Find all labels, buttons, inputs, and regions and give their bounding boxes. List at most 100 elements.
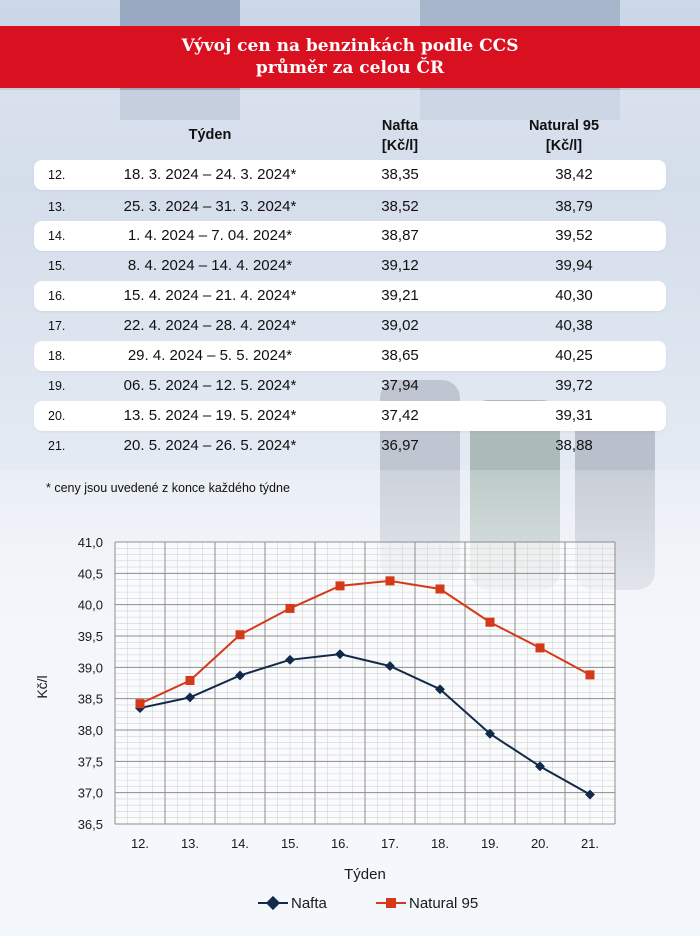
y-tick-label: 40,5 xyxy=(78,566,103,581)
week-number: 15. xyxy=(48,259,66,273)
nafta-price: 39,21 xyxy=(381,287,419,304)
natural-price: 39,94 xyxy=(555,257,593,274)
x-tick-label: 12. xyxy=(131,836,149,851)
x-tick-label: 18. xyxy=(431,836,449,851)
natural-price: 38,88 xyxy=(555,437,593,454)
column-header-nafta-unit: [Kč/l] xyxy=(381,138,419,154)
legend-label-natural: Natural 95 xyxy=(409,895,478,912)
x-axis-label: Týden xyxy=(344,866,386,883)
column-header-natural: Natural 95 [Kč/l] xyxy=(494,116,634,156)
data-point-natural xyxy=(385,576,395,586)
series-line-nafta xyxy=(139,653,591,796)
x-tick-label: 19. xyxy=(481,836,499,851)
column-header-nafta: Nafta [Kč/l] xyxy=(352,116,448,156)
week-dates: 8. 4. 2024 – 14. 4. 2024* xyxy=(127,257,293,274)
week-number: 14. xyxy=(48,229,66,243)
nafta-price: 39,12 xyxy=(381,257,419,274)
x-tick-label: 21. xyxy=(581,836,599,851)
y-tick-label: 38,0 xyxy=(78,723,103,738)
week-dates: 1. 4. 2024 – 7. 04. 2024* xyxy=(127,227,293,244)
data-point-natural xyxy=(335,581,345,591)
data-point-natural xyxy=(285,603,295,613)
data-point-natural xyxy=(435,584,445,594)
table-row: 14. 1. 4. 2024 – 7. 04. 2024* 38,87 39,52 xyxy=(34,221,666,251)
title-line-1: Vývoj cen na benzinkách podle CCS xyxy=(181,36,519,56)
week-number: 12. xyxy=(48,168,66,182)
week-dates: 13. 5. 2024 – 19. 5. 2024* xyxy=(123,407,297,424)
nafta-price: 38,52 xyxy=(381,198,419,215)
week-dates: 15. 4. 2024 – 21. 4. 2024* xyxy=(123,287,297,304)
natural-price: 38,42 xyxy=(555,166,593,183)
column-header-nafta-name: Nafta xyxy=(381,118,419,134)
week-dates: 18. 3. 2024 – 24. 3. 2024* xyxy=(123,166,297,183)
natural-price: 39,72 xyxy=(555,377,593,394)
table-row: 21. 20. 5. 2024 – 26. 5. 2024* 36,97 38,88 xyxy=(34,431,666,461)
column-header-natural-name: Natural 95 xyxy=(528,118,600,134)
data-point-nafta xyxy=(335,649,345,660)
legend-marker-natural xyxy=(386,898,396,908)
price-line-chart: 41,0 40,5 40,0 39,5 39,0 38,5 38,0 37,5 37,0 36,5… xyxy=(34,535,616,912)
series-line-natural xyxy=(139,579,591,705)
y-tick-label: 38,5 xyxy=(78,692,103,707)
data-point-nafta xyxy=(435,684,445,695)
table-row: 12. 18. 3. 2024 – 24. 3. 2024* 38,35 38,42 xyxy=(34,160,666,190)
data-point-natural xyxy=(535,643,545,653)
natural-price: 40,30 xyxy=(555,287,593,304)
x-tick-label: 15. xyxy=(281,836,299,851)
week-number: 17. xyxy=(48,319,66,333)
table-row: 18. 29. 4. 2024 – 5. 5. 2024* 38,65 40,25 xyxy=(34,341,666,371)
data-point-natural xyxy=(135,699,145,709)
week-dates: 29. 4. 2024 – 5. 5. 2024* xyxy=(127,347,293,364)
table-row: 20. 13. 5. 2024 – 19. 5. 2024* 37,42 39,31 xyxy=(34,401,666,431)
nafta-price: 38,65 xyxy=(381,347,419,364)
y-axis-label: Kč/l xyxy=(34,675,50,698)
nafta-price: 37,42 xyxy=(381,407,419,424)
nafta-price: 38,87 xyxy=(381,227,419,244)
data-point-natural xyxy=(185,675,195,685)
week-number: 16. xyxy=(48,289,66,303)
nafta-price: 38,35 xyxy=(381,166,419,183)
column-header-week: Týden xyxy=(188,127,232,143)
natural-price: 40,25 xyxy=(555,347,593,364)
y-axis-ticks: 41,0 40,5 40,0 39,5 39,0 38,5 38,0 37,5 37,0 36,5 xyxy=(78,535,103,832)
legend-label-nafta: Nafta xyxy=(291,895,328,912)
table-row: 19. 06. 5. 2024 – 12. 5. 2024* 37,94 39,72 xyxy=(34,371,666,401)
data-point-nafta xyxy=(585,789,595,800)
data-point-nafta xyxy=(185,692,195,703)
natural-price: 38,79 xyxy=(555,198,593,215)
y-tick-label: 37,5 xyxy=(78,754,103,769)
data-point-nafta xyxy=(535,761,545,772)
major-gridlines xyxy=(114,541,616,825)
y-tick-label: 41,0 xyxy=(78,535,103,550)
footnote: * ceny jsou uvedené z konce každého týdn… xyxy=(46,481,290,495)
natural-price: 39,31 xyxy=(555,407,593,424)
nafta-price: 37,94 xyxy=(381,377,419,394)
week-number: 18. xyxy=(48,349,66,363)
table-row: 16. 15. 4. 2024 – 21. 4. 2024* 39,21 40,30 xyxy=(34,281,666,311)
week-dates: 25. 3. 2024 – 31. 3. 2024* xyxy=(123,198,297,215)
week-dates: 22. 4. 2024 – 28. 4. 2024* xyxy=(123,317,297,334)
table-row: 17. 22. 4. 2024 – 28. 4. 2024* 39,02 40,38 xyxy=(34,311,666,341)
nafta-price: 39,02 xyxy=(381,317,419,334)
x-tick-label: 17. xyxy=(381,836,399,851)
week-dates: 20. 5. 2024 – 26. 5. 2024* xyxy=(123,437,297,454)
y-tick-label: 36,5 xyxy=(78,817,103,832)
week-number: 19. xyxy=(48,379,66,393)
legend-marker-nafta xyxy=(265,895,281,911)
nafta-price: 36,97 xyxy=(381,437,419,454)
y-tick-label: 39,0 xyxy=(78,660,103,675)
week-dates: 06. 5. 2024 – 12. 5. 2024* xyxy=(123,377,297,394)
column-header-natural-unit: [Kč/l] xyxy=(545,138,583,154)
data-point-natural xyxy=(585,670,595,680)
x-tick-label: 14. xyxy=(231,836,249,851)
y-tick-label: 39,5 xyxy=(78,629,103,644)
x-tick-label: 16. xyxy=(331,836,349,851)
data-point-natural xyxy=(485,617,495,627)
x-axis-ticks: 12. 13. 14. 15. 16. 17. 18. 19. 20. 21. xyxy=(131,836,599,851)
week-number: 21. xyxy=(48,439,66,453)
week-number: 20. xyxy=(48,409,66,423)
x-tick-label: 13. xyxy=(181,836,199,851)
x-tick-label: 20. xyxy=(531,836,549,851)
title-line-2: průměr za celou ČR xyxy=(255,58,445,78)
data-point-natural xyxy=(235,630,245,640)
